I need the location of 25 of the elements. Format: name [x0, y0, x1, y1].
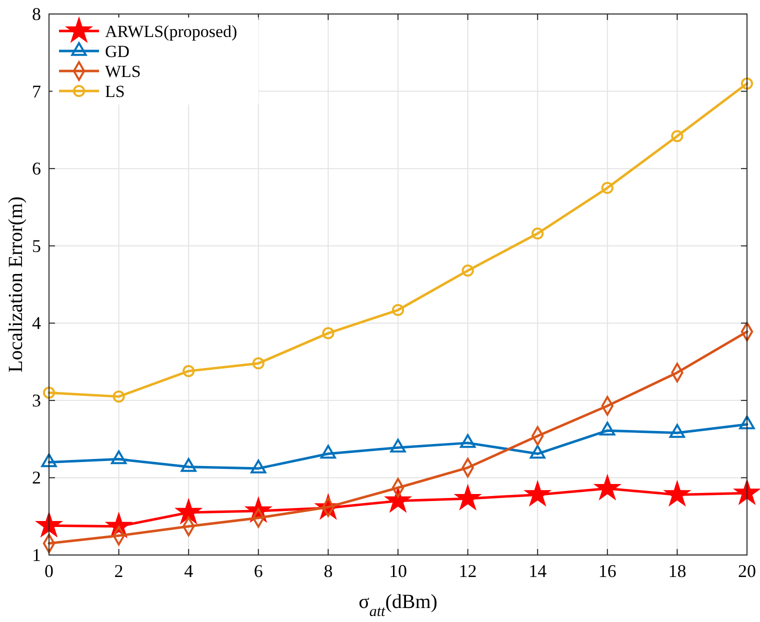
legend-label: LS	[105, 82, 125, 101]
y-tick-label: 2	[32, 468, 41, 488]
x-tick-label: 0	[44, 561, 54, 581]
x-tick-label: 6	[254, 561, 263, 581]
legend-label: GD	[105, 42, 130, 61]
y-tick-label: 7	[32, 81, 41, 102]
y-tick-label: 3	[32, 390, 41, 410]
legend-label: WLS	[105, 62, 141, 81]
y-tick-label: 5	[32, 236, 41, 256]
x-tick-label: 18	[668, 561, 686, 581]
x-tick-label: 12	[458, 561, 477, 581]
x-tick-label: 4	[184, 561, 194, 581]
legend-label: ARWLS(proposed)	[105, 22, 238, 41]
y-axis-title: Localization Error(m)	[5, 196, 27, 373]
x-tick-label: 2	[114, 561, 124, 581]
y-tick-label: 1	[32, 545, 41, 565]
y-tick-label: 8	[32, 4, 41, 24]
x-tick-label: 16	[598, 561, 616, 581]
x-tick-label: 8	[324, 561, 333, 581]
x-tick-label: 14	[528, 561, 547, 581]
y-tick-label: 4	[32, 313, 41, 334]
x-axis-title: σ$_{att}$(dBm)	[358, 591, 438, 620]
x-tick-label: 10	[389, 561, 407, 581]
x-tick-label: 20	[738, 561, 756, 581]
y-tick-label: 6	[32, 158, 41, 179]
